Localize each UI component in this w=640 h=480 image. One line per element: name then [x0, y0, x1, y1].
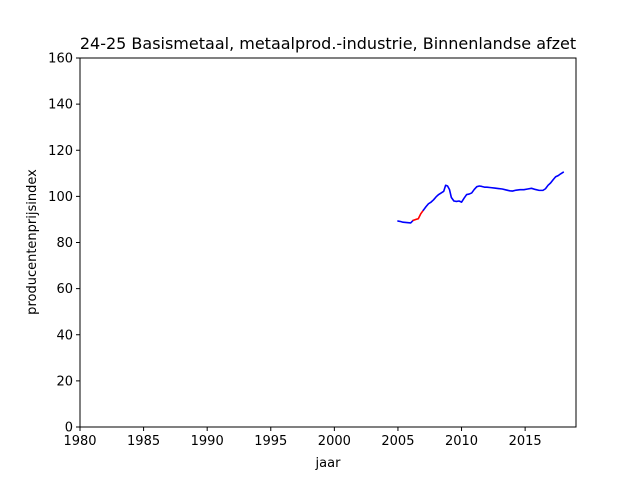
x-tick-label-2015: 2015 [509, 434, 542, 449]
y-tick-label-0: 0 [65, 421, 73, 436]
y-axis-label: producentenprijsindex [25, 169, 40, 315]
x-tick-label-2005: 2005 [381, 434, 414, 449]
y-tick-label-20: 20 [56, 374, 73, 389]
y-tick-label-60: 60 [56, 282, 73, 297]
y-tick-label-140: 140 [48, 98, 73, 113]
y-tick-label-100: 100 [48, 190, 73, 205]
x-axis-label: jaar [315, 456, 342, 471]
chart-title: 24-25 Basismetaal, metaalprod.-industrie… [80, 34, 576, 53]
series-layer [397, 171, 565, 224]
x-tick-label-1980: 1980 [63, 434, 96, 449]
series-line-3 [422, 171, 565, 212]
x-tick-label-1985: 1985 [127, 434, 160, 449]
series-line-1 [397, 219, 415, 224]
y-tick-label-160: 160 [48, 52, 73, 67]
y-tick-label-80: 80 [56, 236, 73, 251]
x-tick-label-1995: 1995 [254, 434, 287, 449]
x-tick-label-2000: 2000 [318, 434, 351, 449]
y-tick-label-120: 120 [48, 144, 73, 159]
x-tick-label-1990: 1990 [191, 434, 224, 449]
y-tick-label-40: 40 [56, 328, 73, 343]
x-tick-label-2010: 2010 [445, 434, 478, 449]
series-line-2 [412, 209, 425, 222]
axes-layer: 1980 1985 1990 1995 2000 2005 2010 2015 0 20 40 60 8… [48, 52, 577, 449]
